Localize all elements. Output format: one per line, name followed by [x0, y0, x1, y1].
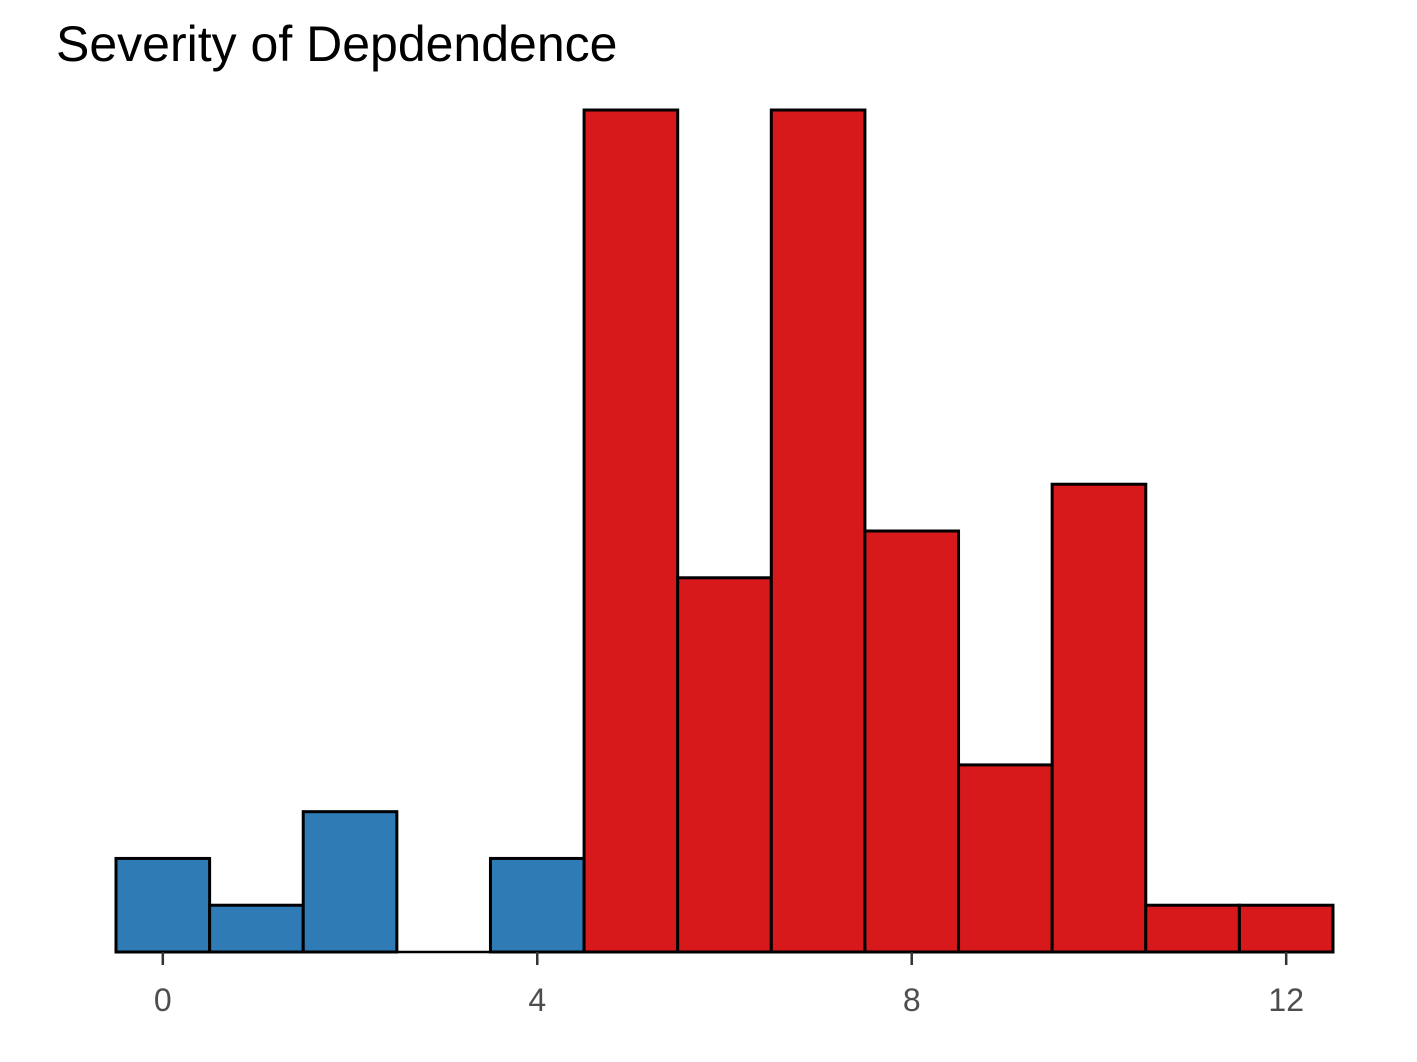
histogram-bar — [1237, 903, 1335, 954]
x-tick-label: 8 — [903, 982, 921, 1018]
histogram-bar — [863, 529, 961, 954]
x-tick-label: 4 — [528, 982, 546, 1018]
histogram-bar — [114, 856, 212, 954]
histogram-bar — [1050, 482, 1148, 954]
histogram-bar — [208, 903, 305, 954]
histogram-bar — [488, 856, 586, 954]
histogram-bar — [957, 763, 1054, 954]
histogram-bar — [769, 108, 867, 954]
chart-title: Severity of Depdendence — [56, 16, 618, 72]
bars-group — [114, 108, 1335, 954]
histogram-bar — [676, 576, 773, 954]
histogram-bar — [301, 810, 399, 954]
x-tick-label: 12 — [1268, 982, 1304, 1018]
histogram-bar — [1144, 903, 1241, 954]
x-axis-ticks: 0 4 8 12 — [154, 952, 1304, 1018]
histogram-bar — [582, 108, 680, 954]
x-tick-label: 0 — [154, 982, 172, 1018]
